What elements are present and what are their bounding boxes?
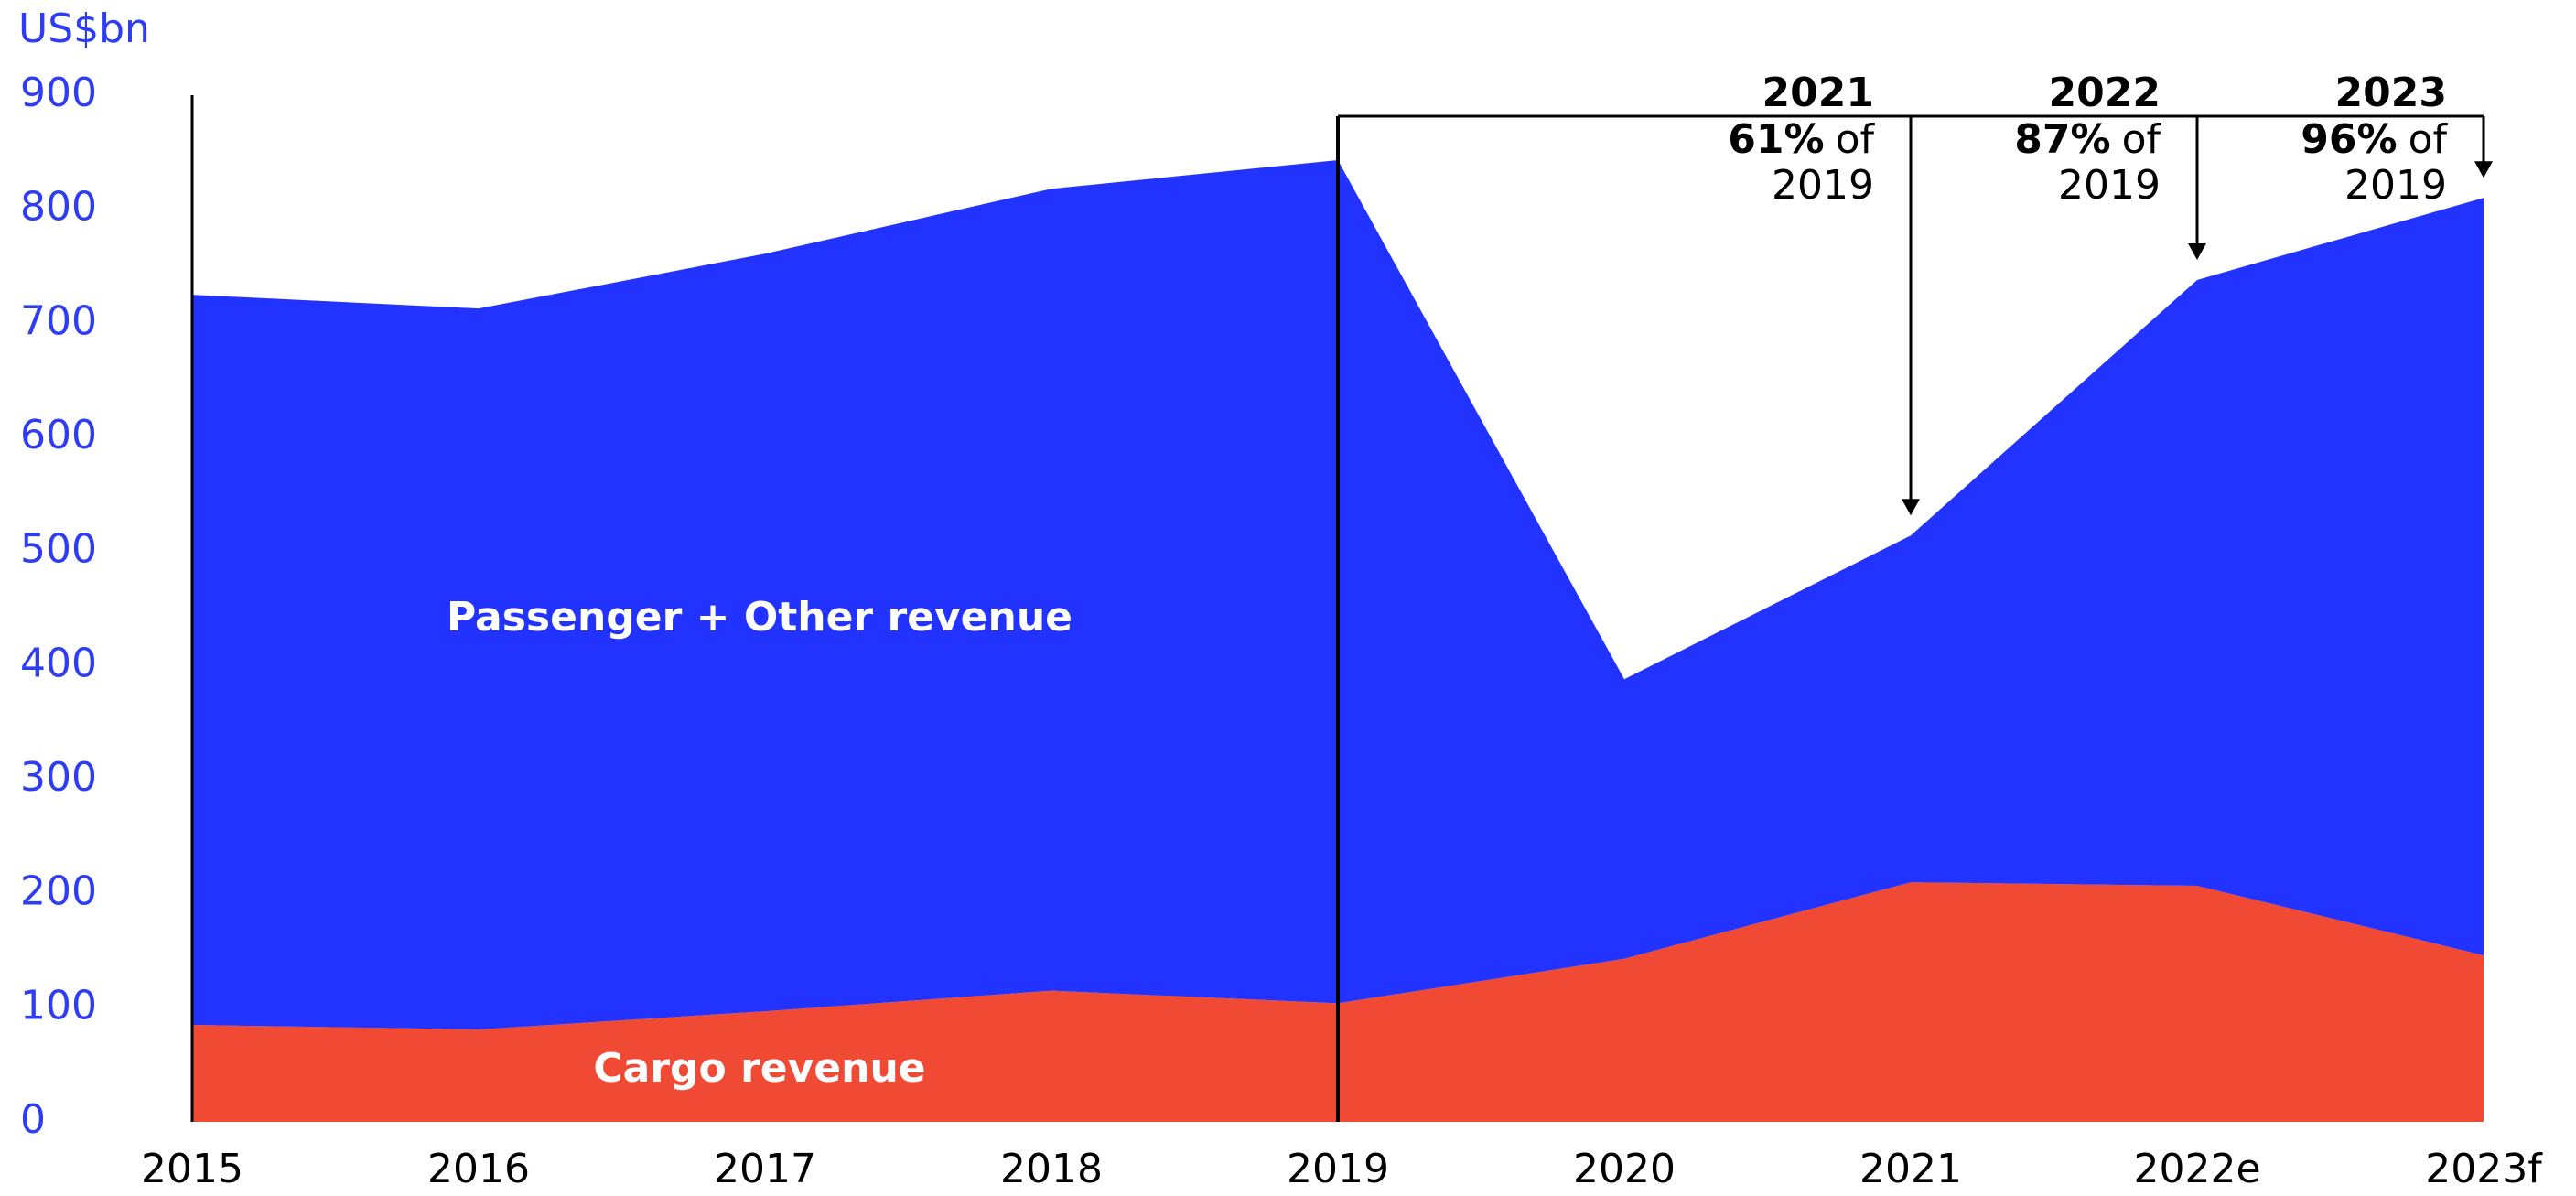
x-tick-label: 2015 — [141, 1146, 243, 1192]
annotation-pct: 61% — [1728, 116, 1824, 163]
annotation-pct: 96% — [2301, 116, 2397, 163]
x-tick-label: 2019 — [1287, 1146, 1389, 1192]
series-label: Passenger + Other revenue — [447, 594, 1072, 641]
arrow-head — [1902, 499, 1920, 516]
y-tick-label: 600 — [20, 412, 97, 458]
y-tick-label: 500 — [20, 526, 97, 573]
annotation-year: 2021 — [1762, 70, 1874, 116]
annotation-base: 2019 — [2344, 162, 2447, 209]
annotation-of: of — [1836, 116, 1876, 163]
annotation-base: 2019 — [1772, 162, 1874, 209]
annotation-of: of — [2122, 116, 2162, 163]
y-axis-label: US$bn — [18, 5, 150, 52]
x-tick-label: 2021 — [1859, 1146, 1962, 1192]
annotation-pct-line: 96% of — [2301, 116, 2448, 163]
x-tick-label: 2023f — [2425, 1146, 2543, 1192]
annotation-pct-line: 87% of — [2014, 116, 2161, 163]
x-tick-label: 2020 — [1573, 1146, 1676, 1192]
annotation-year: 2023 — [2335, 70, 2447, 116]
x-tick-label: 2022e — [2133, 1146, 2260, 1192]
y-tick-label: 400 — [20, 640, 97, 686]
x-tick-label: 2017 — [714, 1146, 816, 1192]
y-tick-label: 700 — [20, 297, 97, 344]
y-tick-label: 100 — [20, 982, 97, 1029]
annotation-pct: 87% — [2014, 116, 2110, 163]
annotation-pct-line: 61% of — [1728, 116, 1875, 163]
x-tick-label: 2016 — [427, 1146, 530, 1192]
y-tick-label: 200 — [20, 868, 97, 915]
y-tick-label: 300 — [20, 754, 97, 801]
arrow-head — [2188, 242, 2206, 260]
y-tick-label: 0 — [20, 1096, 46, 1143]
y-tick-label: 900 — [20, 70, 97, 116]
annotation-base: 2019 — [2058, 162, 2161, 209]
arrow-head — [2474, 161, 2493, 178]
annotation-of: of — [2409, 116, 2449, 163]
x-tick-label: 2018 — [1000, 1146, 1103, 1192]
annotation-year: 2022 — [2049, 70, 2161, 116]
series-label: Cargo revenue — [593, 1045, 925, 1092]
y-tick-label: 800 — [20, 184, 97, 231]
area — [192, 882, 2484, 1122]
